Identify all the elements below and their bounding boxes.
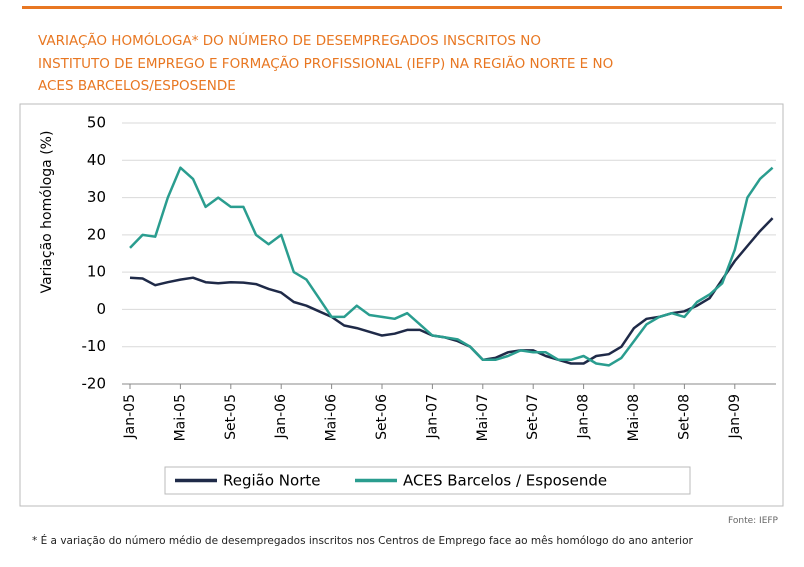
accent-bar bbox=[22, 6, 782, 9]
x-tick-label: Set-08 bbox=[676, 394, 692, 440]
y-tick-label: 40 bbox=[87, 151, 106, 169]
series-line bbox=[129, 217, 774, 365]
y-tick-label: 20 bbox=[87, 225, 106, 243]
x-tick-label: Set-05 bbox=[223, 394, 239, 440]
title-line: VARIAÇÃO HOMÓLOGA* DO NÚMERO DE DESEMPRE… bbox=[38, 33, 541, 49]
source: Fonte: IEFP bbox=[728, 516, 778, 526]
x-tick-label: Mai-08 bbox=[626, 394, 642, 441]
y-tick-label: 50 bbox=[87, 114, 106, 132]
y-tick-label: -10 bbox=[82, 337, 107, 355]
series-line bbox=[129, 166, 774, 367]
x-tick-label: Set-06 bbox=[374, 394, 390, 440]
x-tick-label: Mai-05 bbox=[172, 394, 188, 441]
x-tick-label: Jan-08 bbox=[576, 394, 592, 439]
x-tick-label: Mai-06 bbox=[324, 394, 340, 442]
footnote: * É a variação do número médio de desemp… bbox=[32, 535, 693, 547]
y-axis-label: Variação homóloga (%) bbox=[39, 131, 55, 294]
x-tick-label: Jan-06 bbox=[273, 394, 289, 440]
y-tick-label: 0 bbox=[96, 300, 106, 318]
chart-title: VARIAÇÃO HOMÓLOGA* DO NÚMERO DE DESEMPRE… bbox=[38, 30, 613, 98]
title-line: ACES BARCELOS/ESPOSENDE bbox=[38, 78, 236, 94]
y-tick-label: 30 bbox=[87, 188, 106, 206]
title-line: INSTITUTO DE EMPREGO E FORMAÇÃO PROFISSI… bbox=[38, 55, 614, 72]
legend-label: ACES Barcelos / Esposende bbox=[403, 472, 607, 490]
legend-frame bbox=[164, 466, 691, 495]
x-tick-label: Jan-07 bbox=[424, 394, 440, 439]
y-tick-label: -20 bbox=[82, 375, 107, 393]
x-tick-label: Jan-05 bbox=[122, 394, 138, 439]
x-tick-label: Jan-09 bbox=[727, 394, 743, 439]
y-tick-label: 10 bbox=[87, 263, 106, 281]
legend-label: Região Norte bbox=[223, 472, 320, 490]
x-tick-label: Set-07 bbox=[525, 394, 541, 440]
x-tick-label: Mai-07 bbox=[475, 394, 491, 441]
chart-frame bbox=[19, 103, 784, 507]
